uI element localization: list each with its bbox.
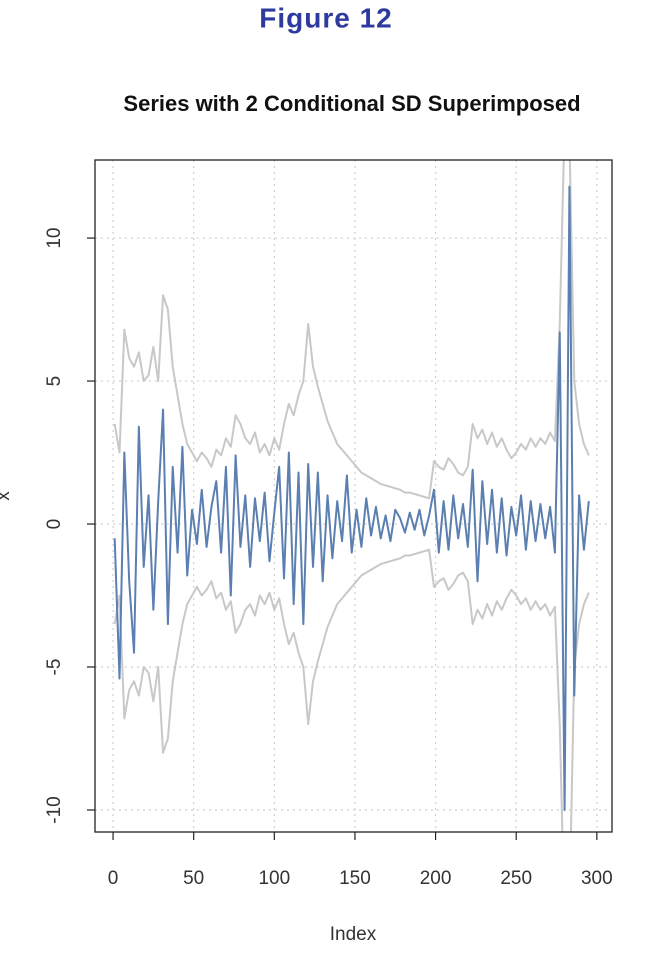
x-tick-label: 0: [108, 868, 119, 889]
y-tick-label: 0: [44, 519, 65, 530]
y-tick-label: 5: [44, 376, 65, 387]
y-tick-label: -10: [44, 796, 65, 823]
x-tick-label: 300: [581, 868, 613, 889]
series-line: [113, 185, 590, 811]
series-line: [113, 160, 590, 500]
x-tick-label: 100: [258, 868, 290, 889]
y-tick-label: -5: [44, 659, 65, 676]
x-axis-label: Index: [330, 924, 377, 945]
figure-header: Figure 12: [259, 2, 392, 33]
grid: [95, 160, 612, 832]
x-tick-label: 50: [183, 868, 204, 889]
plot-lines: [113, 160, 590, 832]
y-axis-label: x: [0, 491, 14, 501]
y-tick-label: 10: [44, 227, 65, 248]
x-tick-label: 200: [420, 868, 452, 889]
x-tick-label: 250: [500, 868, 532, 889]
series-line: [113, 548, 590, 832]
chart-title: Series with 2 Conditional SD Superimpose…: [123, 91, 580, 116]
x-tick-label: 150: [339, 868, 371, 889]
plot-frame: [94, 159, 613, 833]
